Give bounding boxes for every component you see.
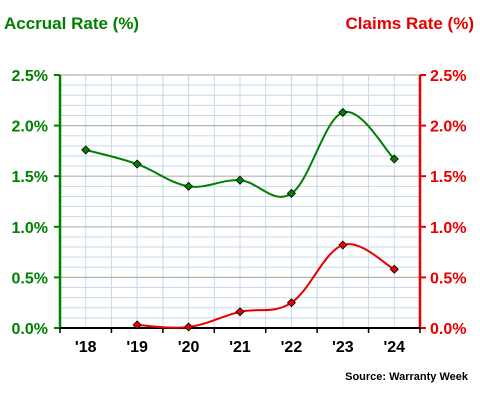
left-tick-label: 0.0% [12,321,48,338]
x-tick-label: '23 [332,339,354,356]
x-tick-label: '22 [281,339,303,356]
left-tick-label: 0.5% [12,270,48,287]
right-tick-label: 2.0% [430,119,466,136]
x-tick-label: '20 [178,339,200,356]
x-tick-label: '18 [75,339,97,356]
accrual-rate-point [132,159,142,169]
right-tick-label: 0.5% [430,270,466,287]
right-tick-label: 0.0% [430,321,466,338]
left-tick-label: 2.5% [12,68,48,85]
right-tick-label: 2.5% [430,68,466,85]
right-tick-label: 1.5% [430,169,466,186]
left-tick-label: 1.5% [12,169,48,186]
accrual-rate-point [235,175,245,185]
tick-labels: 0.0% 0.5% 1.0% 1.5% 2.0% 2.5% 0.0% 0.5% 1.0% 1.5%… [12,68,467,356]
right-axis-title: Claims Rate (%) [345,14,474,33]
claims-rate-point [286,298,296,308]
claims-rate-point [235,307,245,317]
x-tick-label: '19 [126,339,148,356]
claims-rate-point [184,322,194,332]
accrual-rate-point [286,188,296,198]
axes [54,74,426,333]
left-axis-title: Accrual Rate (%) [4,14,140,33]
x-tick-label: '21 [229,339,251,356]
claims-rate-point [389,264,399,274]
accrual-rate-point [184,181,194,191]
claims-rate-point [338,240,348,250]
source-note: Source: Warranty Week [345,371,468,383]
x-tick-label: '24 [383,339,405,356]
accrual-rate-point [81,145,91,155]
right-tick-label: 1.0% [430,220,466,237]
accrual-rate-point [338,107,348,118]
claims-rate-point [132,320,142,330]
accrual-rate-point [389,154,399,164]
series [81,107,399,332]
gridlines [59,74,421,329]
left-tick-label: 1.0% [12,220,48,237]
left-tick-label: 2.0% [12,119,48,136]
